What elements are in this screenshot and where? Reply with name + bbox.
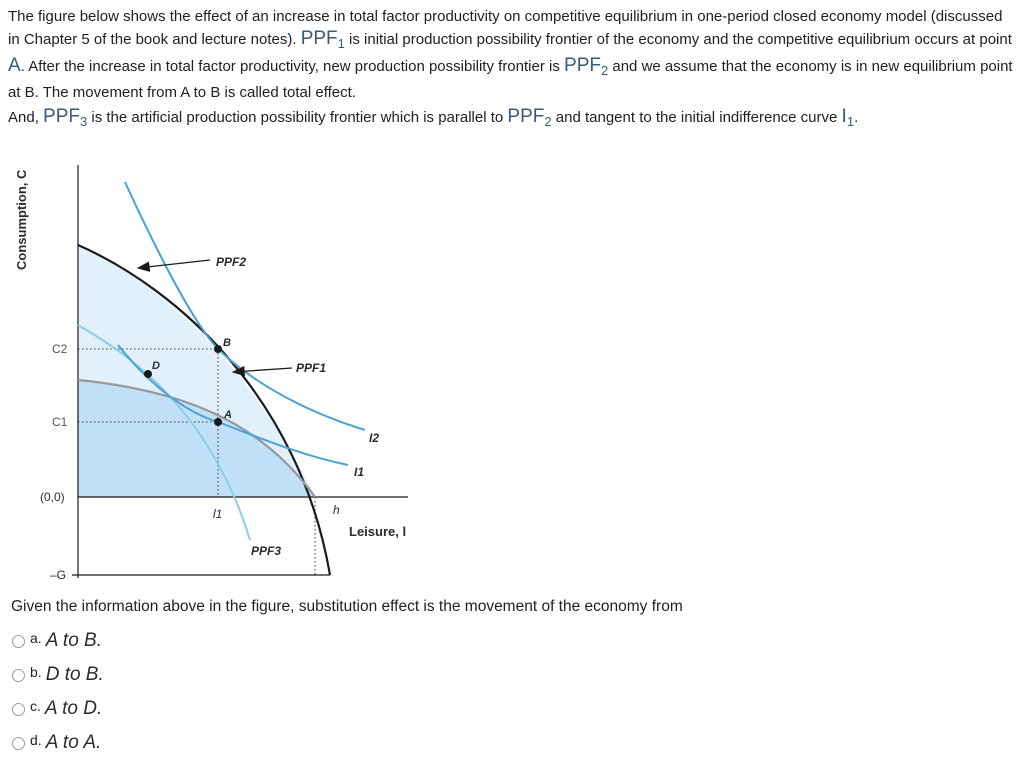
ppf1-symbol: PPF1 xyxy=(300,28,345,51)
intro-text: The figure below shows the effect of an … xyxy=(8,8,1003,48)
point-b-label: B xyxy=(223,337,231,349)
option-letter: d. xyxy=(30,732,42,748)
point-a-marker xyxy=(214,418,222,426)
answer-options: a. A to B. b. D to B. c. A to D. d. A to… xyxy=(12,624,104,760)
point-b-marker xyxy=(214,345,222,353)
tick-l1: l1 xyxy=(213,507,222,521)
point-d-label: D xyxy=(152,360,160,372)
option-d[interactable]: d. A to A. xyxy=(12,726,104,760)
x-axis-label: Leisure, l xyxy=(349,524,406,539)
option-text: D to B. xyxy=(45,664,104,685)
option-c[interactable]: c. A to D. xyxy=(12,692,104,726)
option-letter: a. xyxy=(30,630,42,646)
radio-a[interactable] xyxy=(12,634,25,648)
point-a-label: A xyxy=(223,409,232,421)
ppf1-pointer xyxy=(231,366,293,377)
tick-origin: (0,0) xyxy=(40,490,65,504)
intro-text: is the artificial production possibility… xyxy=(91,109,504,126)
radio-b[interactable] xyxy=(12,668,25,682)
option-text: A to A. xyxy=(45,732,102,753)
option-text: A to B. xyxy=(45,630,103,651)
intro-text: and tangent to the initial indifference … xyxy=(555,109,838,126)
ppf2-symbol: PPF2 xyxy=(564,55,609,78)
point-d-marker xyxy=(144,370,152,378)
ppf-diagram: Consumption, C Leisure, l C2 C1 (0,0) –G… xyxy=(14,165,408,582)
intro-paragraph-2: And, PPF3 is the artificial production p… xyxy=(8,106,859,129)
option-letter: b. xyxy=(30,664,42,680)
option-a[interactable]: a. A to B. xyxy=(12,624,104,658)
option-b[interactable]: b. D to B. xyxy=(12,658,104,692)
tick-c2: C2 xyxy=(52,342,68,356)
intro-text: is initial production possibility fronti… xyxy=(349,31,1012,48)
tick-minus-g: –G xyxy=(50,568,66,582)
ppf1-region-shade xyxy=(78,380,315,497)
ppf2-pointer xyxy=(136,259,211,272)
ppf1-label: PPF1 xyxy=(296,361,326,375)
tick-c1: C1 xyxy=(52,415,68,429)
ppf3-symbol: PPF3 xyxy=(43,106,88,129)
intro-text: And, xyxy=(8,109,39,126)
i2-label: I2 xyxy=(369,431,379,445)
ppf2-label: PPF2 xyxy=(216,255,246,269)
intro-paragraph-1: The figure below shows the effect of an … xyxy=(8,6,1013,104)
point-a-symbol: A xyxy=(8,55,21,76)
tick-h: h xyxy=(333,503,340,517)
ppf2-symbol: PPF2 xyxy=(507,106,552,129)
question-prompt: Given the information above in the figur… xyxy=(11,598,683,615)
option-letter: c. xyxy=(30,698,41,714)
i1-label: I1 xyxy=(354,465,364,479)
question-intro: The figure below shows the effect of an … xyxy=(8,6,1013,133)
option-text: A to D. xyxy=(44,698,103,719)
ppf3-label: PPF3 xyxy=(251,544,281,558)
intro-text: and we assume that the economy is in new… xyxy=(8,58,1013,101)
radio-d[interactable] xyxy=(12,736,25,750)
radio-c[interactable] xyxy=(12,702,25,716)
intro-text: . After the increase in total factor pro… xyxy=(20,58,560,75)
y-axis-label: Consumption, C xyxy=(14,169,29,270)
ppf1-curve xyxy=(77,378,316,498)
i1-symbol: I1 xyxy=(841,106,855,129)
